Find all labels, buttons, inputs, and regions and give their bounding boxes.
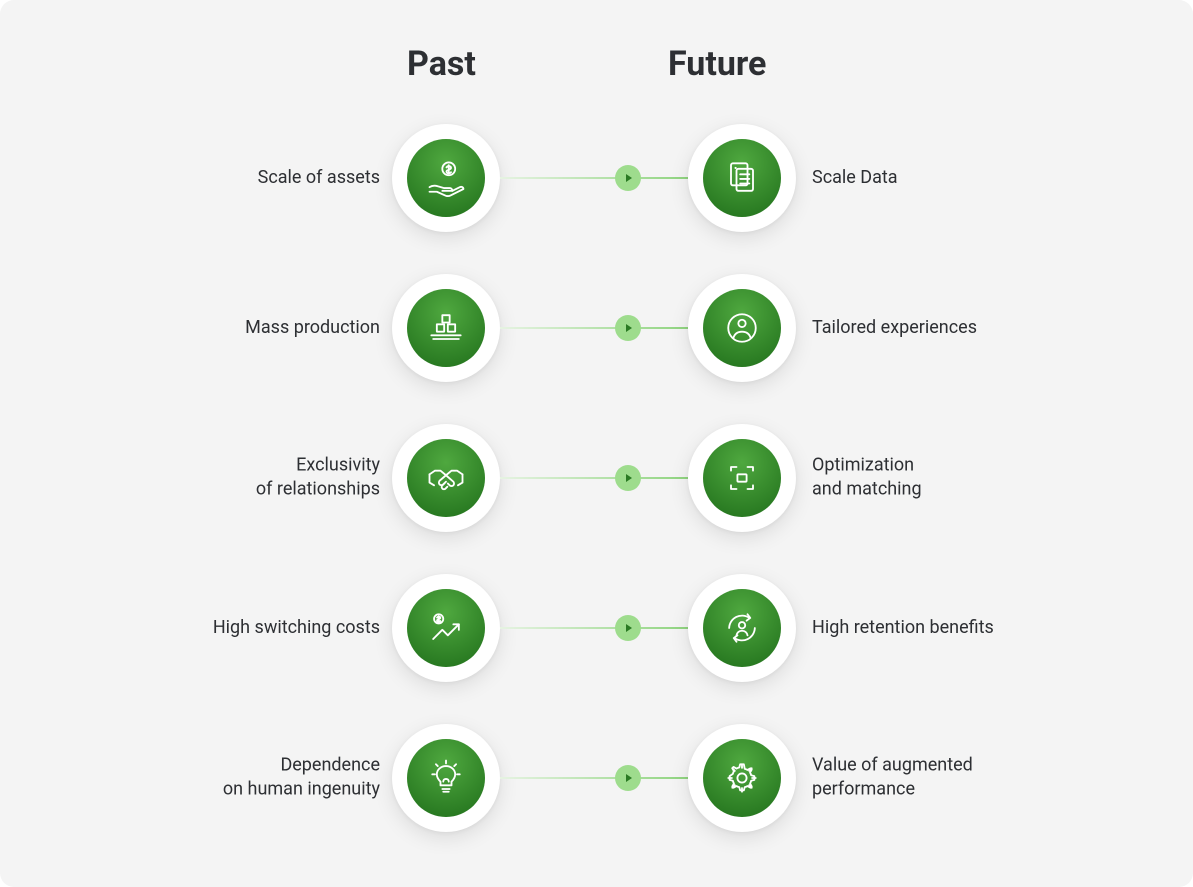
comparison-row: Exclusivity of relationships Optimization… [0, 424, 1193, 532]
past-node [392, 274, 500, 382]
infographic-canvas: Past Future Scale of assets Scale Data Mas… [0, 0, 1193, 887]
future-node [688, 124, 796, 232]
comparison-row: Scale of assets Scale Data [0, 124, 1193, 232]
past-label: Mass production [245, 316, 380, 340]
connector-line [500, 177, 688, 179]
past-node [392, 724, 500, 832]
future-node [688, 574, 796, 682]
connector-arrow-icon [615, 765, 641, 791]
factory-boxes-icon [407, 289, 485, 367]
comparison-row: Mass production Tailored experiences [0, 274, 1193, 382]
connector-arrow-icon [615, 315, 641, 341]
connector-arrow-icon [615, 615, 641, 641]
lightbulb-icon [407, 739, 485, 817]
rows-container: Scale of assets Scale Data Mass production… [0, 124, 1193, 874]
connector-arrow-icon [615, 165, 641, 191]
documents-icon [703, 139, 781, 217]
future-label: Optimization and matching [812, 454, 922, 503]
past-node [392, 574, 500, 682]
future-node [688, 424, 796, 532]
user-circle-icon [703, 289, 781, 367]
header-past: Past [407, 44, 476, 84]
user-cycle-icon [703, 589, 781, 667]
past-label: Dependence on human ingenuity [223, 754, 380, 803]
header-future: Future [668, 44, 766, 84]
focus-frame-icon [703, 439, 781, 517]
past-label: Scale of assets [258, 166, 380, 190]
future-label: Value of augmented performance [812, 754, 973, 803]
future-label: Tailored experiences [812, 316, 977, 340]
connector-arrow-icon [615, 465, 641, 491]
gear-icon [703, 739, 781, 817]
future-label: High retention benefits [812, 616, 994, 640]
past-node [392, 424, 500, 532]
connector-line [500, 627, 688, 629]
cost-chart-icon [407, 589, 485, 667]
future-node [688, 724, 796, 832]
handshake-icon [407, 439, 485, 517]
future-label: Scale Data [812, 166, 898, 190]
comparison-row: Dependence on human ingenuity Value of au… [0, 724, 1193, 832]
connector-line [500, 777, 688, 779]
past-label: High switching costs [213, 616, 380, 640]
connector-line [500, 327, 688, 329]
future-node [688, 274, 796, 382]
past-node [392, 124, 500, 232]
past-label: Exclusivity of relationships [256, 454, 380, 503]
hand-coin-icon [407, 139, 485, 217]
connector-line [500, 477, 688, 479]
comparison-row: High switching costs High retention benef… [0, 574, 1193, 682]
